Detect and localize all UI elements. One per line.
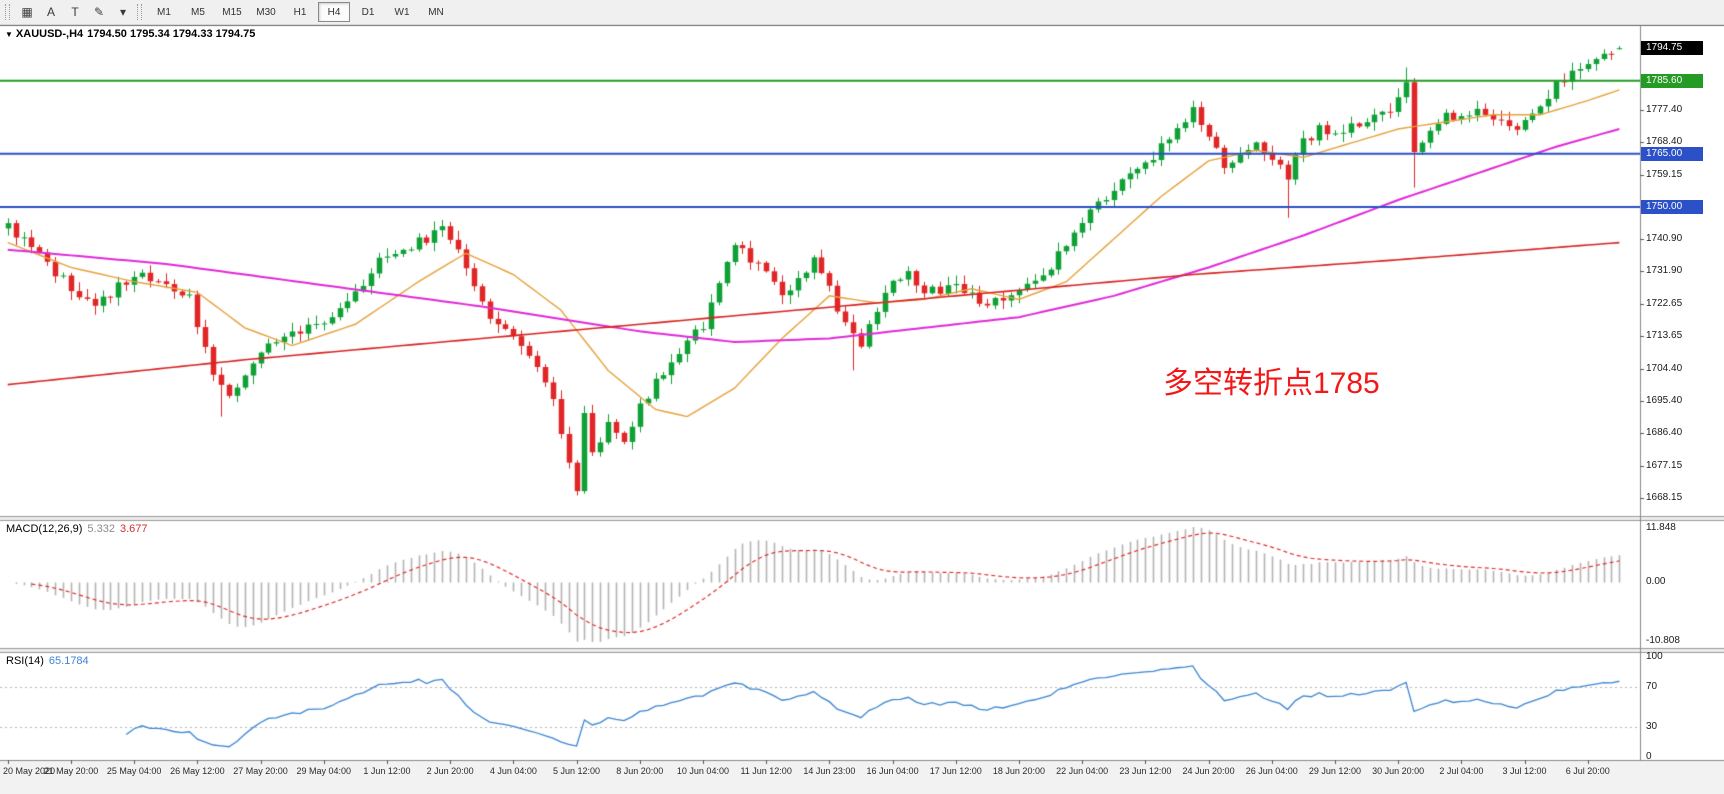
rsi-value: 65.1784 [48,655,89,667]
toolbar-options-caret-icon[interactable]: ▾ [119,5,127,19]
time-axis[interactable] [0,760,1724,794]
price-chart-canvas[interactable] [0,25,1724,794]
timeframe-button-m15[interactable]: M15 [222,6,242,18]
text-annotation-icon[interactable]: A [46,5,55,19]
toolbar-grip[interactable] [5,4,10,20]
timeframe-toolbar-grip[interactable] [137,4,142,20]
draw-tools-icon[interactable]: ✎ [93,5,105,19]
tool-button-group: ▦ A T ✎ ▾ [15,2,135,23]
timeframe-button-w1[interactable]: W1 [394,6,410,18]
rsi-indicator-label: RSI(14) 65.1784 [6,655,94,667]
timeframe-button-m1[interactable]: M1 [157,6,171,18]
label-tool-icon[interactable]: T [71,5,79,19]
chart-title: ▼ XAUUSD-,H4 1794.50 1795.34 1794.33 1794.… [5,28,259,40]
timeframe-button-h1[interactable]: H1 [293,6,307,18]
chart-annotation-text[interactable]: 多空转折点1785 [1163,367,1380,400]
symbol-dropdown-icon[interactable]: ▼ [5,30,13,39]
timeframe-button-h4[interactable]: H4 [318,2,350,22]
chart-grid-icon[interactable]: ▦ [21,5,33,19]
chart-window: ▼ XAUUSD-,H4 1794.50 1795.34 1794.33 1794.… [0,25,1724,794]
timeframe-button-group: M1 M5 M15 M30 H1 H4 D1 W1 MN [147,2,453,22]
macd-label-text: MACD(12,26,9) [6,523,83,535]
chart-ohlc-values: 1794.50 1795.34 1794.33 1794.75 [87,28,256,40]
macd-indicator-label: MACD(12,26,9) 5.332 3.677 [6,523,152,535]
rsi-label-text: RSI(14) [6,655,44,667]
macd-signal-value: 3.677 [119,523,148,535]
macd-main-value: 5.332 [87,523,115,535]
pane-splitter-macd[interactable] [0,513,1724,521]
toolbar: ▦ A T ✎ ▾ M1 M5 M15 M30 H1 H4 D1 W1 MN [0,0,1724,25]
pane-splitter-rsi[interactable] [0,645,1724,653]
timeframe-button-mn[interactable]: MN [428,6,444,18]
timeframe-button-m5[interactable]: M5 [191,6,205,18]
chart-symbol: XAUUSD-,H4 [15,28,84,40]
timeframe-button-m30[interactable]: M30 [256,6,276,18]
timeframe-button-d1[interactable]: D1 [361,6,375,18]
